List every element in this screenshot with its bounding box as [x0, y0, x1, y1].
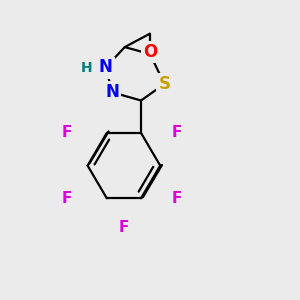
Text: H: H — [81, 61, 93, 74]
Text: O: O — [143, 43, 157, 61]
Text: F: F — [61, 191, 72, 206]
Text: F: F — [61, 125, 72, 140]
Text: N: N — [106, 83, 119, 101]
Text: F: F — [172, 191, 182, 206]
Text: F: F — [172, 125, 182, 140]
Text: F: F — [119, 220, 129, 236]
Text: N: N — [99, 58, 112, 76]
Text: S: S — [158, 75, 170, 93]
